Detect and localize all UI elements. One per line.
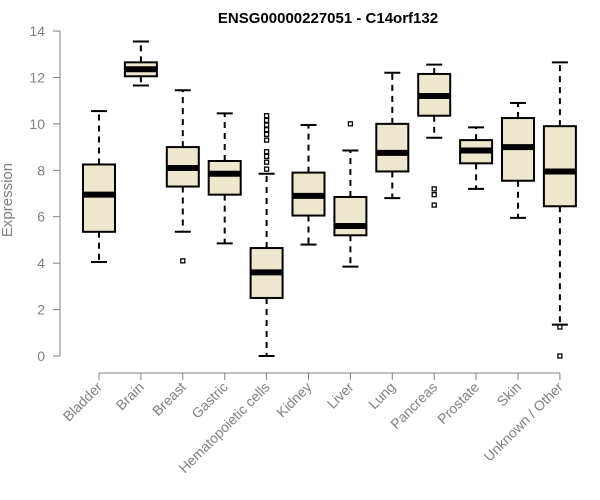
box	[375, 122, 410, 173]
outlier-point	[263, 127, 270, 133]
chart-title: ENSG00000227051 - C14orf132	[218, 10, 438, 27]
box-group	[333, 121, 368, 268]
y-tick-label: 2	[37, 302, 45, 318]
x-tick-label: Lung	[365, 379, 398, 412]
x-tick-label: Bladder	[60, 379, 106, 425]
outlier-point	[557, 353, 563, 359]
box-group	[501, 101, 535, 219]
outlier-point	[557, 324, 563, 330]
y-tick-label: 14	[29, 23, 45, 39]
x-tick-label: Liver	[324, 379, 357, 412]
box-group	[249, 113, 284, 357]
x-tick-label: Unknown / Other	[480, 379, 566, 465]
y-tick-label: 0	[37, 348, 45, 364]
outlier-point	[431, 192, 437, 198]
y-tick-label: 12	[29, 69, 45, 85]
y-tick-label: 6	[37, 209, 45, 225]
outlier-point	[263, 137, 270, 143]
outlier-point	[263, 117, 270, 124]
box	[542, 125, 577, 208]
box-group	[165, 89, 200, 264]
outlier-point	[263, 113, 270, 119]
box-group	[417, 63, 452, 208]
x-tick-label: Pancreas	[387, 379, 440, 432]
outlier-point	[263, 166, 270, 172]
outlier-point	[347, 121, 354, 127]
outlier-point	[180, 258, 186, 264]
box	[333, 195, 368, 237]
y-tick-label: 10	[29, 116, 45, 132]
box	[82, 163, 116, 233]
x-tick-label: Kidney	[273, 379, 315, 421]
box	[207, 160, 242, 196]
outlier-point	[263, 122, 270, 128]
outlier-point	[263, 159, 270, 165]
x-tick-label: Breast	[149, 379, 189, 419]
box-group	[459, 126, 494, 190]
box-group	[291, 124, 326, 246]
outlier-point	[263, 153, 270, 160]
outlier-point	[431, 202, 437, 208]
box-group	[123, 40, 158, 87]
box-group	[375, 71, 410, 200]
x-tick-label: Prostate	[434, 379, 482, 427]
box-group	[542, 61, 577, 359]
outlier-point	[263, 149, 270, 155]
box-group	[207, 112, 242, 245]
outlier-point	[431, 186, 437, 192]
x-tick-label: Skin	[494, 379, 525, 410]
y-axis: 0 2 4 6 8 10 12 14	[29, 23, 61, 364]
boxes-group	[82, 40, 577, 359]
y-axis-title: Expression	[0, 163, 16, 237]
outlier-point	[263, 131, 270, 137]
box-group	[82, 110, 116, 263]
x-tick-label: Brain	[113, 379, 147, 413]
y-tick-label: 4	[37, 255, 45, 271]
y-tick-label: 8	[37, 162, 45, 178]
